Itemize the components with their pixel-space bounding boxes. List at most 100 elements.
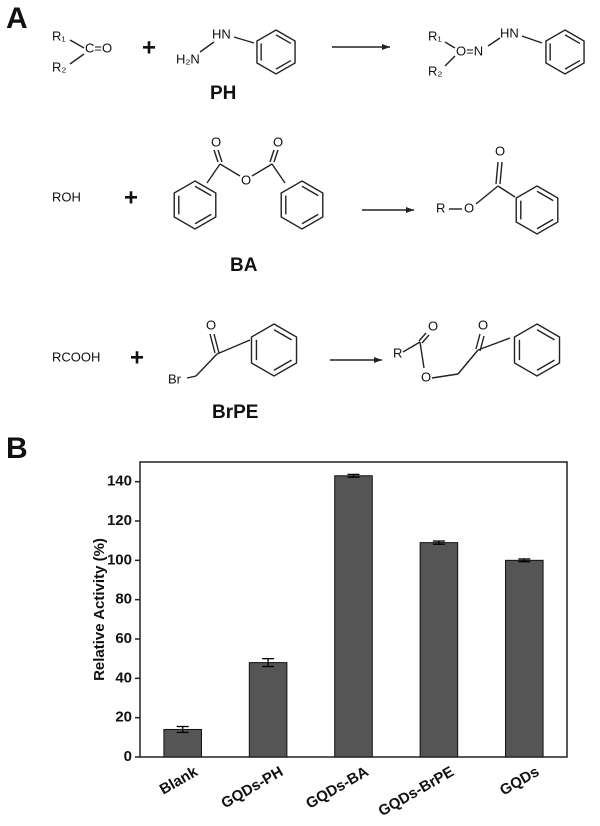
bond xyxy=(457,349,479,375)
atom-label: O xyxy=(495,143,505,158)
atom-label: Br xyxy=(168,371,182,386)
bond xyxy=(487,37,501,47)
benzene-ring xyxy=(545,29,585,75)
x-tick-label: Blank xyxy=(157,763,201,798)
plus: + xyxy=(124,184,138,211)
double-bond xyxy=(564,59,581,70)
double-bond xyxy=(301,185,319,197)
bond xyxy=(421,334,430,344)
error-bar xyxy=(262,658,275,668)
atom-label: O=N xyxy=(456,43,483,58)
error-bar xyxy=(176,725,189,734)
error-bar xyxy=(518,558,531,563)
bond xyxy=(251,163,273,177)
bond xyxy=(195,353,218,377)
bond xyxy=(477,337,511,351)
arrow-head xyxy=(382,44,390,50)
y-tick-label: 40 xyxy=(115,669,132,686)
bar xyxy=(419,542,459,758)
double-bond xyxy=(194,185,212,197)
bond xyxy=(213,149,219,163)
atom-label: O xyxy=(206,317,216,332)
bond xyxy=(444,41,456,49)
bar xyxy=(163,728,202,758)
bond xyxy=(499,161,503,185)
double-bond xyxy=(301,213,319,225)
bond xyxy=(475,185,499,205)
bond xyxy=(444,55,456,67)
bond xyxy=(419,341,425,369)
error-bar xyxy=(432,540,445,545)
y-tick-label: 60 xyxy=(115,630,132,647)
reactant: ROH xyxy=(52,189,81,204)
bond xyxy=(199,41,215,53)
x-tick-label: GQDs-PH xyxy=(218,763,286,812)
double-bond xyxy=(273,329,292,341)
y-tick-label: 100 xyxy=(107,551,132,568)
benzene-ring xyxy=(515,185,559,235)
atom-label: O xyxy=(273,134,283,149)
y-tick-label: 20 xyxy=(115,709,132,726)
double-bond xyxy=(275,59,292,70)
bond xyxy=(418,332,427,342)
benzene-ring xyxy=(256,29,296,75)
reaction-3: RCOOH + O Br BrPE R O O O xyxy=(52,317,511,423)
x-tick-label: GQDs-BrPE xyxy=(375,763,456,820)
reactant: RCOOH xyxy=(52,349,100,364)
double-bond xyxy=(275,34,292,45)
bond xyxy=(69,53,85,65)
bond xyxy=(213,333,220,354)
double-bond xyxy=(194,213,212,225)
bond xyxy=(233,36,255,44)
atom-label: R₂ xyxy=(428,63,442,78)
bond xyxy=(521,35,543,44)
reaction-2: ROH + O O O BA R O O xyxy=(52,134,516,276)
double-bond xyxy=(536,190,554,202)
reaction-1: R₁ R₂ C=O + HN H₂N PH R₁ R₂ O=N HN xyxy=(52,25,543,104)
reagent-name: BA xyxy=(230,255,258,276)
y-axis-label: Relative Activity (%) xyxy=(91,538,108,681)
bond xyxy=(402,341,421,353)
y-tick-label: 80 xyxy=(115,591,132,608)
bond xyxy=(475,333,481,350)
atom-label: R₂ xyxy=(52,59,66,74)
bar xyxy=(334,475,373,758)
atom-label: HN xyxy=(500,25,519,40)
y-tick-label: 140 xyxy=(107,473,132,490)
bond xyxy=(206,163,221,184)
bond xyxy=(186,375,197,379)
atom-label: R₁ xyxy=(428,28,442,43)
panel-label: A xyxy=(6,2,28,35)
bond xyxy=(497,185,516,198)
x-tick-label: GQDs xyxy=(497,763,542,799)
benzene-ring xyxy=(173,180,217,230)
atom-label: O xyxy=(478,317,488,332)
atom-label: C=O xyxy=(85,40,112,55)
bond xyxy=(271,163,286,184)
atom-label: R xyxy=(393,345,402,360)
atom-label: O xyxy=(428,318,438,333)
atom-label: R₁ xyxy=(52,28,66,43)
y-tick-label: 0 xyxy=(124,748,132,765)
reagent-name: PH xyxy=(210,83,236,104)
plus: + xyxy=(130,344,144,371)
bond xyxy=(431,373,459,379)
reagent-name: BrPE xyxy=(212,402,258,423)
benzene-ring xyxy=(250,323,298,377)
bar xyxy=(505,559,544,758)
double-bond xyxy=(536,329,555,341)
plus: + xyxy=(142,34,156,61)
y-tick-label: 120 xyxy=(107,512,132,529)
bond xyxy=(209,333,216,354)
x-tick-label: GQDs-BA xyxy=(303,763,372,812)
bond xyxy=(219,163,241,177)
benzene-ring xyxy=(513,323,561,377)
arrow-head xyxy=(406,207,414,213)
double-bond xyxy=(273,359,292,371)
error-bar xyxy=(347,473,360,478)
panel-label: B xyxy=(6,432,28,465)
atom-label: O xyxy=(464,200,474,215)
atom-label: R xyxy=(436,200,445,215)
bond xyxy=(217,149,223,163)
